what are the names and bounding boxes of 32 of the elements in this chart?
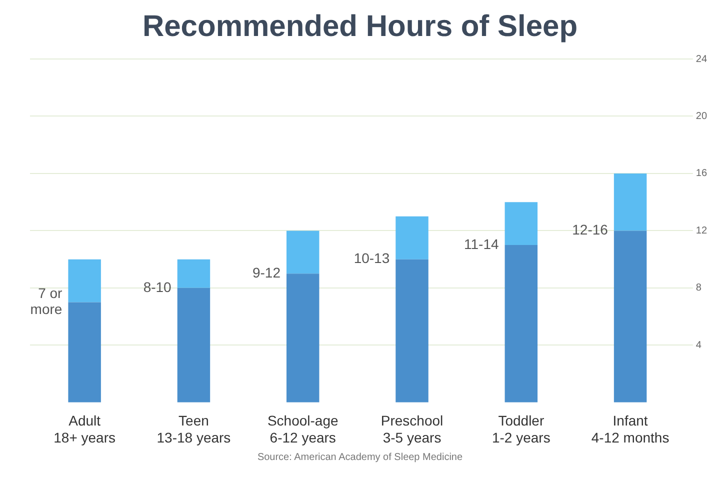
x-tick-label: Adult 18+ years bbox=[54, 412, 116, 446]
annotation: 7 or more bbox=[30, 285, 63, 318]
chart-title: Recommended Hours of Sleep bbox=[141, 10, 579, 45]
annotation: 10-13 bbox=[354, 250, 390, 266]
bar bbox=[177, 259, 210, 288]
annotation: 11-14 bbox=[464, 236, 499, 252]
bar bbox=[177, 288, 210, 402]
y-tick-label: 16 bbox=[696, 168, 708, 180]
bar bbox=[614, 230, 647, 402]
y-tick-label: 4 bbox=[696, 340, 702, 351]
source-note: Source: American Academy of Sleep Medicine bbox=[256, 452, 464, 463]
bar bbox=[286, 274, 320, 402]
bar bbox=[68, 302, 101, 402]
annotation: 12-16 bbox=[572, 222, 608, 238]
bar bbox=[396, 259, 428, 402]
annotation: 9-12 bbox=[252, 264, 281, 280]
bar bbox=[68, 259, 101, 302]
y-tick-label: 8 bbox=[696, 282, 702, 294]
x-tick-label: Teen 13-18 years bbox=[156, 412, 231, 446]
bar bbox=[504, 245, 538, 402]
y-tick-label: 12 bbox=[696, 225, 708, 236]
x-tick-label: Preschool 3-5 years bbox=[380, 412, 444, 446]
bar bbox=[504, 202, 538, 246]
bar bbox=[396, 216, 428, 260]
y-tick-label: 20 bbox=[696, 110, 708, 122]
x-tick-label: School-age 6-12 years bbox=[267, 412, 338, 446]
x-tick-label: Toddler 1-2 years bbox=[492, 412, 550, 446]
bar bbox=[614, 173, 647, 231]
bar bbox=[286, 230, 320, 274]
y-tick-label: 24 bbox=[696, 54, 708, 65]
annotation: 8-10 bbox=[143, 278, 172, 295]
x-tick-label: Infant 4-12 months bbox=[591, 412, 670, 446]
